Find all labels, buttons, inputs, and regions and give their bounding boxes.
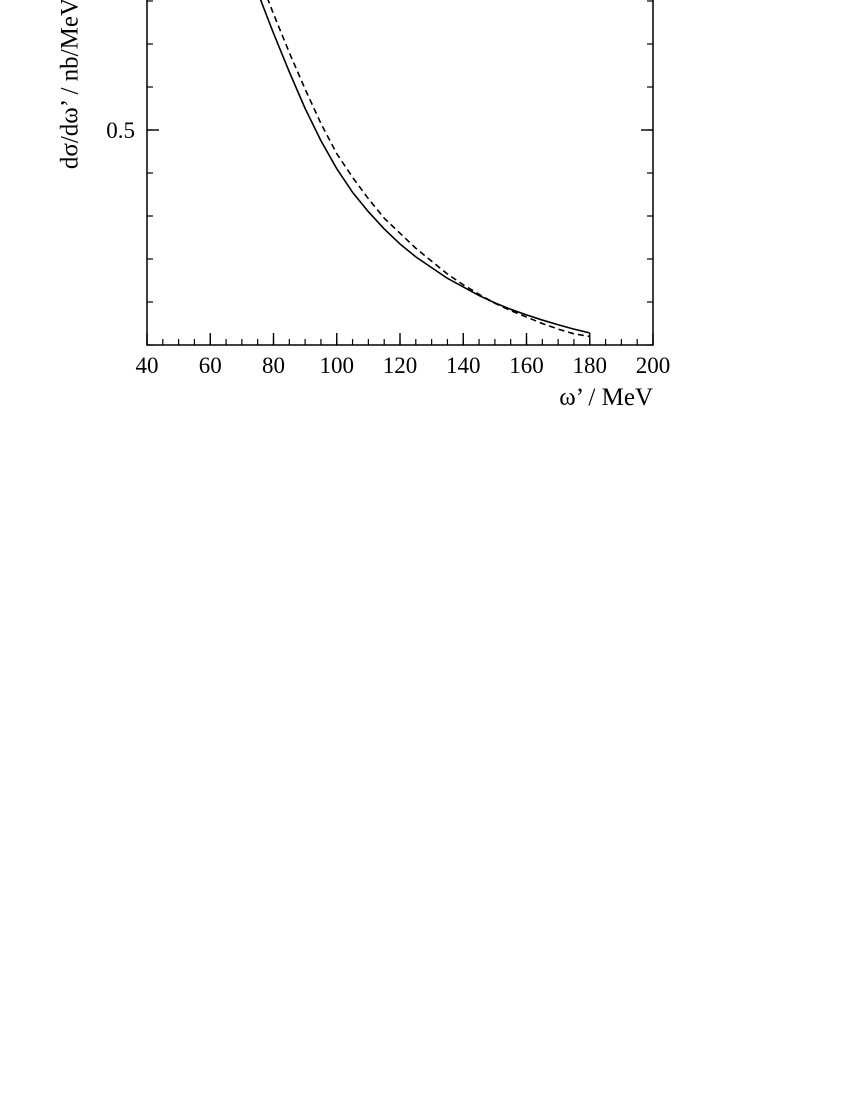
x-tick-label: 180 xyxy=(573,353,608,378)
x-tick-label: 60 xyxy=(199,353,222,378)
x-tick-label: 100 xyxy=(320,353,355,378)
y-tick-label: 0.5 xyxy=(106,118,135,143)
x-tick-label: 160 xyxy=(509,353,544,378)
plot-frame xyxy=(146,0,654,346)
major-ticks xyxy=(146,129,654,345)
x-tick-label: 200 xyxy=(636,353,671,378)
x-axis-title: ω’ / MeV xyxy=(559,384,653,411)
y-axis-title: dσ/dω’ / nb/MeV xyxy=(57,0,84,169)
minor-ticks xyxy=(146,0,654,346)
x-tick-labels: 40 60 80 100 120 140 160 180 200 xyxy=(136,353,671,378)
x-tick-label: 140 xyxy=(446,353,481,378)
dashed-curve xyxy=(267,0,590,338)
x-tick-label: 40 xyxy=(136,353,159,378)
y-tick-labels: 0.511.5 xyxy=(106,118,135,143)
series-layer xyxy=(259,0,590,338)
solid-curve xyxy=(259,0,590,334)
x-tick-label: 80 xyxy=(262,353,285,378)
x-tick-label: 120 xyxy=(383,353,418,378)
